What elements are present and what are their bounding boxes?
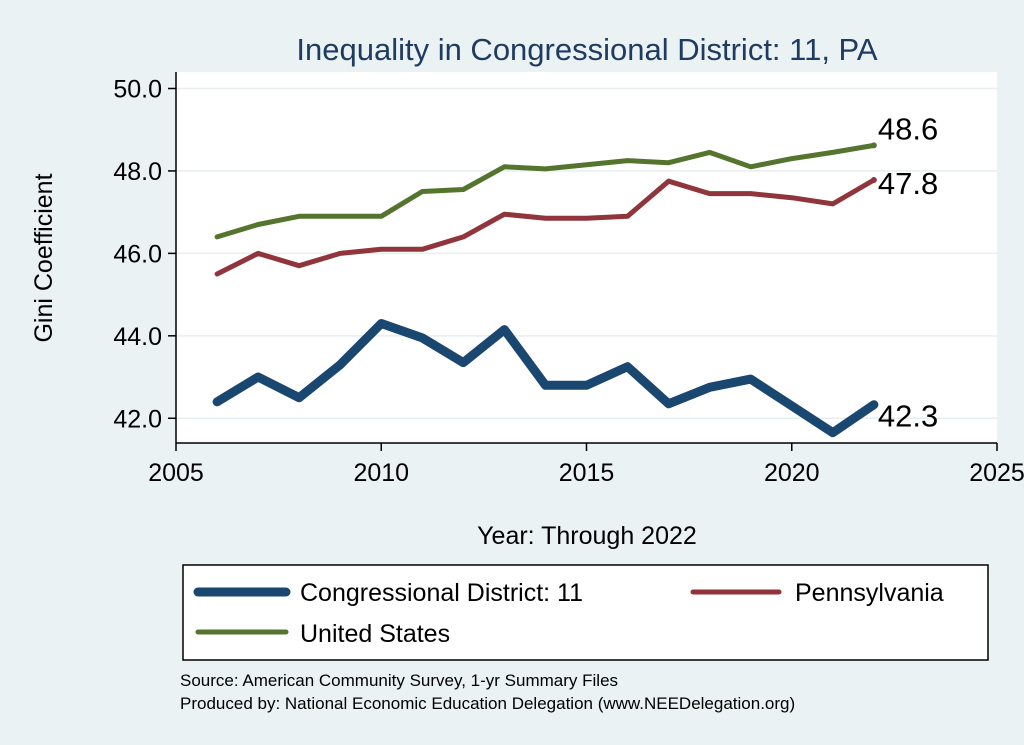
x-tick-label: 2025: [969, 459, 1024, 487]
y-tick-label: 50.0: [113, 75, 162, 103]
chart-title: Inequality in Congressional District: 11…: [296, 32, 878, 67]
x-tick-label: 2005: [148, 459, 204, 487]
legend-label-district: Congressional District: 11: [300, 579, 583, 607]
source-note: Source: American Community Survey, 1-yr …: [180, 671, 618, 690]
x-tick-label: 2015: [559, 459, 615, 487]
producer-note: Produced by: National Economic Education…: [180, 694, 795, 713]
y-tick-label: 42.0: [113, 405, 162, 433]
end-label: 47.8: [878, 166, 938, 201]
end-labels: 42.3 47.8 48.6: [878, 111, 938, 433]
end-label: 48.6: [878, 111, 938, 146]
legend-box: [182, 564, 989, 661]
y-axis-label: Gini Coefficient: [30, 173, 58, 342]
series-line-us: [214, 142, 877, 240]
series-line-district: [212, 319, 879, 438]
legend: Congressional District: 11 Pennsylvania …: [182, 564, 989, 661]
series-end-point: [870, 142, 877, 149]
end-label: 42.3: [878, 399, 938, 434]
legend-label-us: United States: [300, 620, 450, 648]
x-tick-label: 2010: [353, 459, 409, 487]
y-tick-label: 44.0: [113, 323, 162, 351]
x-tick-label: 2020: [764, 459, 820, 487]
y-tick-label: 46.0: [113, 240, 162, 268]
series-end-point: [870, 401, 877, 408]
y-tick-label: 48.0: [113, 158, 162, 186]
series-line-pennsylvania: [214, 177, 877, 277]
legend-label-pennsylvania: Pennsylvania: [795, 579, 944, 607]
axes: 42.0 44.0 46.0 48.0 50.0 2005 2010 2015 2020 2025: [113, 72, 1024, 487]
series-layer: [212, 142, 879, 438]
series-end-point: [870, 177, 877, 184]
x-axis-label: Year: Through 2022: [477, 522, 697, 550]
